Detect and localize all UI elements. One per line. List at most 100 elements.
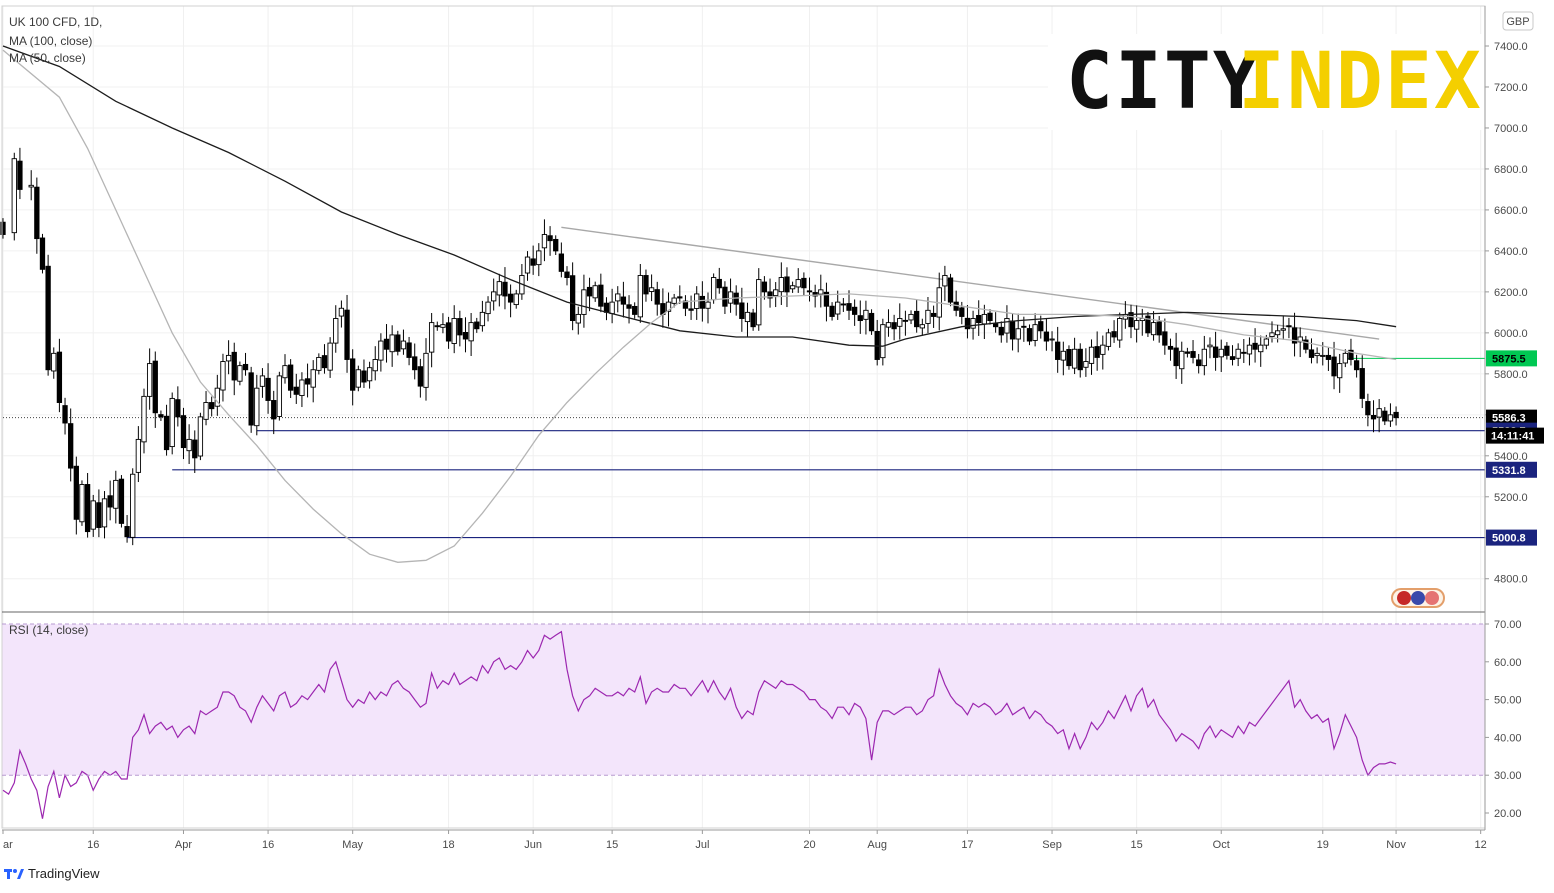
bull-candle xyxy=(1235,348,1241,359)
bear-candle xyxy=(1348,349,1354,360)
bear-candle xyxy=(1291,327,1298,344)
bull-candle xyxy=(981,313,988,325)
bear-candle xyxy=(242,363,249,371)
bear-candle xyxy=(287,364,294,391)
bear-candle xyxy=(304,378,311,385)
bull-candle xyxy=(1088,346,1095,364)
bear-candle xyxy=(586,286,593,297)
time-tick-label: 15 xyxy=(1131,839,1143,851)
time-tick-label: 12 xyxy=(1475,839,1487,851)
price-tick-label: 4800.0 xyxy=(1494,574,1528,586)
bear-candle xyxy=(1077,348,1083,371)
time-axis[interactable]: ar 16 Apr 16 May 18 Jun 15 Jul 20 Aug 17 Sep 15 Oct 19 N… xyxy=(2,830,1487,851)
bull-candle xyxy=(1083,361,1089,368)
countdown-bg xyxy=(1486,427,1544,444)
bull-candle xyxy=(28,184,34,188)
bear-candle xyxy=(801,277,807,289)
bear-candle xyxy=(1043,331,1050,342)
time-tick-label: Jun xyxy=(524,839,542,851)
bear-candle xyxy=(1286,325,1292,328)
bear-candle xyxy=(1009,320,1016,340)
bull-candle xyxy=(451,318,457,344)
bear-candle xyxy=(1359,368,1365,399)
bear-candle xyxy=(632,305,638,315)
price-tag-label: 5586.3 xyxy=(1492,413,1526,425)
bull-candle xyxy=(575,313,581,324)
time-tick-label: Sep xyxy=(1042,839,1062,851)
bear-candle xyxy=(45,265,51,371)
bear-candle xyxy=(344,309,350,360)
time-tick-label: ar xyxy=(3,839,13,851)
bear-candle xyxy=(1094,346,1100,358)
bear-candle xyxy=(716,278,722,289)
trendline[interactable] xyxy=(561,226,1380,340)
bull-candle xyxy=(11,158,17,234)
ma100-line xyxy=(2,45,1397,347)
bull-candle xyxy=(1133,320,1140,330)
bear-candle xyxy=(930,312,937,317)
bull-candle xyxy=(333,318,339,344)
bull-candle xyxy=(513,293,519,306)
bull-candle xyxy=(897,318,903,327)
bull-candle xyxy=(282,365,288,379)
bear-candle xyxy=(175,399,181,418)
bull-candle xyxy=(1179,350,1185,370)
currency-badge[interactable]: GBP xyxy=(1502,11,1534,31)
time-tick-label: 18 xyxy=(442,839,454,851)
bear-candle xyxy=(152,360,158,414)
bull-candle xyxy=(428,322,435,353)
bear-candle xyxy=(964,317,971,330)
bear-candle xyxy=(959,307,965,317)
tradingview-logo[interactable]: TradingView xyxy=(4,866,100,881)
bull-candle xyxy=(101,498,108,528)
bear-candle xyxy=(293,386,299,395)
bear-candle xyxy=(62,405,68,424)
bear-candle xyxy=(643,275,649,295)
bull-candle xyxy=(863,309,869,320)
bear-candle xyxy=(767,291,773,299)
candlesticks xyxy=(0,147,1399,546)
bull-candle xyxy=(942,275,948,287)
bull-candle xyxy=(203,402,209,420)
currency-label: GBP xyxy=(1506,16,1529,28)
descending-trendline xyxy=(561,226,1380,340)
symbol-label: UK 100 CFD, 1D, xyxy=(9,15,102,29)
bull-candle xyxy=(468,322,474,342)
bull-candle xyxy=(835,301,841,315)
bear-candle xyxy=(947,277,954,303)
time-tick-label: 15 xyxy=(606,839,618,851)
price-tick-label: 6200.0 xyxy=(1494,287,1528,299)
bear-candle xyxy=(851,306,858,315)
bear-candle xyxy=(914,310,920,328)
horizontal-levels[interactable] xyxy=(3,357,1485,539)
bear-candle xyxy=(812,292,818,297)
bull-candle xyxy=(524,256,531,274)
bull-candle xyxy=(1015,328,1021,340)
price-tag-label: 5331.8 xyxy=(1492,465,1526,477)
bear-candle xyxy=(1353,360,1360,371)
bull-candle xyxy=(671,297,677,304)
bull-candle xyxy=(1060,350,1066,361)
price-axis[interactable]: 4800.05000.05200.05400.05600.05800.06000… xyxy=(1485,41,1528,586)
rsi-series xyxy=(2,630,1397,819)
tradingview-text: TradingView xyxy=(28,866,100,881)
bear-candle xyxy=(1162,331,1168,346)
price-tick-label: 6000.0 xyxy=(1494,328,1528,340)
time-tick-label: Jul xyxy=(695,839,709,851)
bear-candle xyxy=(462,332,469,340)
bear-candle xyxy=(1196,359,1202,367)
axes-frame xyxy=(1,5,1486,831)
rsi-axis[interactable]: 20.00 30.00 40.00 50.00 60.00 70.00 xyxy=(2,619,1522,820)
bear-candle xyxy=(1382,410,1388,422)
bear-candle xyxy=(1212,346,1219,358)
bear-candle xyxy=(1021,325,1027,328)
bull-candle xyxy=(355,369,361,388)
bull-candle xyxy=(710,277,717,301)
bull-candle xyxy=(1071,348,1078,369)
price-tag-bg xyxy=(1486,409,1537,426)
bear-candle xyxy=(1303,339,1309,350)
bear-candle xyxy=(107,495,113,508)
bear-candle xyxy=(891,322,897,330)
